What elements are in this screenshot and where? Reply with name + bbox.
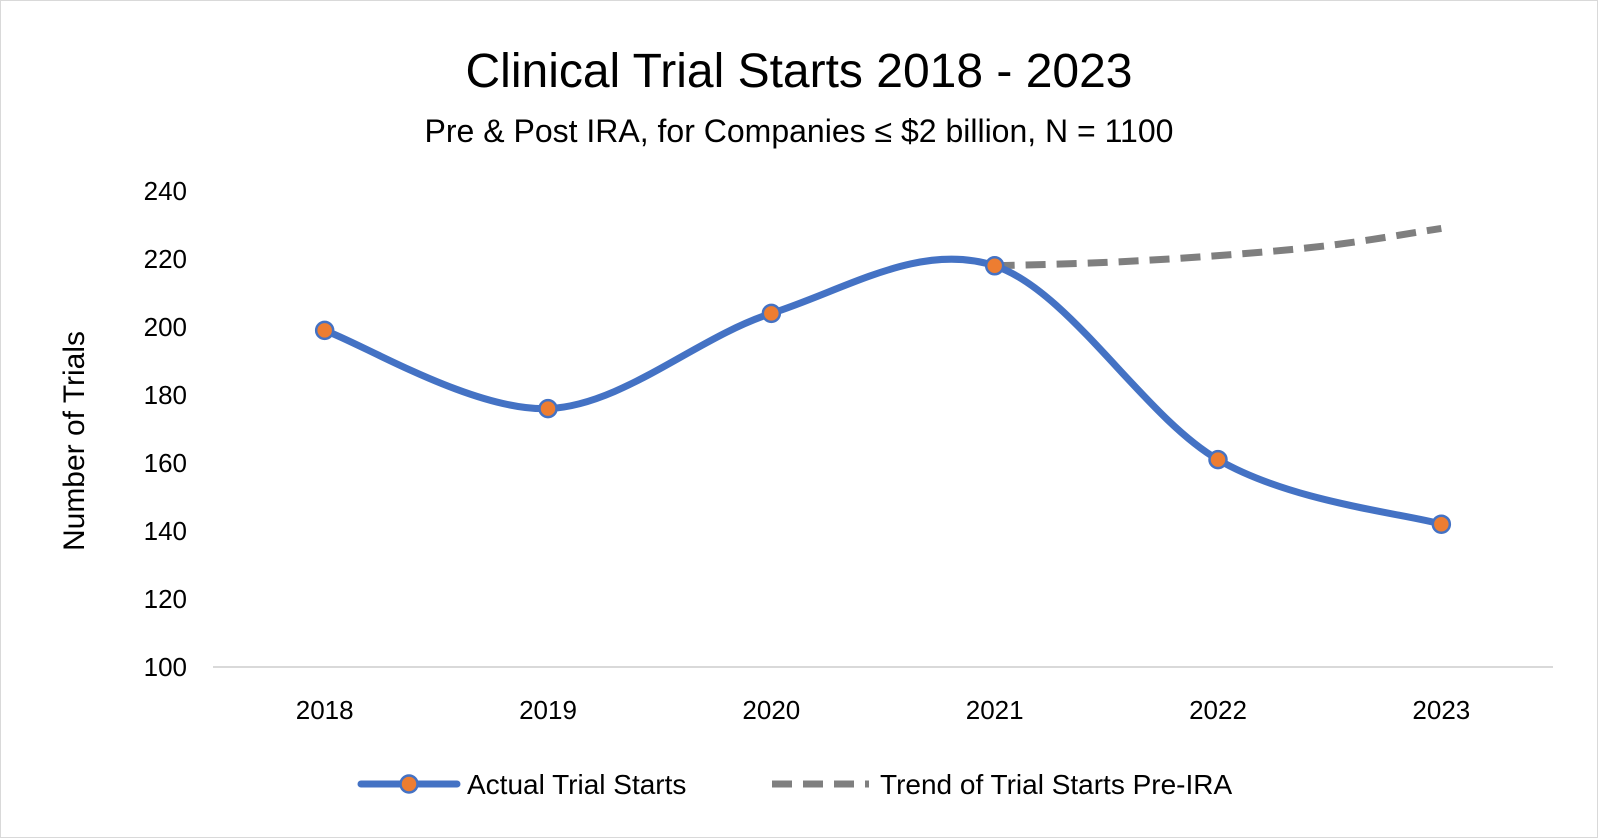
chart-subtitle: Pre & Post IRA, for Companies ≤ $2 billi…	[425, 113, 1174, 149]
actual-data-point-2022	[1208, 449, 1228, 470]
legend-trend-label: Trend of Trial Starts Pre-IRA	[880, 769, 1232, 800]
trend-series-line	[994, 224, 1442, 270]
chart-title: Clinical Trial Starts 2018 - 2023	[466, 45, 1133, 98]
x-tick-label: 2021	[966, 695, 1024, 725]
x-tick-label: 2023	[1412, 695, 1470, 725]
y-tick-label: 180	[144, 380, 187, 410]
legend-actual-label: Actual Trial Starts	[467, 769, 686, 800]
actual-data-point-2019	[538, 398, 558, 419]
x-tick-label: 2020	[742, 695, 800, 725]
actual-data-point-2018	[314, 320, 335, 341]
actual-data-point-2020	[761, 303, 782, 324]
y-tick-label: 160	[144, 448, 187, 478]
x-tick-label: 2019	[519, 695, 577, 725]
y-tick-label: 200	[144, 312, 187, 342]
actual-series-line	[321, 255, 1445, 528]
y-axis-ticks: 100 120 140 160 180 200 220 240	[144, 176, 187, 682]
y-tick-label: 120	[144, 584, 187, 614]
legend: Actual Trial Starts Trend of Trial Start…	[357, 769, 1232, 800]
legend-actual-marker-swatch	[399, 774, 419, 794]
legend-item-actual: Actual Trial Starts	[357, 769, 686, 800]
y-tick-label: 240	[144, 176, 187, 206]
y-tick-label: 140	[144, 516, 187, 546]
x-tick-label: 2022	[1189, 695, 1247, 725]
x-tick-label: 2018	[296, 695, 354, 725]
x-axis-ticks: 2018 2019 2020 2021 2022 2023	[296, 695, 1471, 725]
y-tick-label: 100	[144, 652, 187, 682]
y-axis-label: Number of Trials	[58, 331, 91, 551]
y-tick-label: 220	[144, 244, 187, 274]
actual-data-point-2021	[984, 256, 1005, 276]
legend-item-trend: Trend of Trial Starts Pre-IRA	[772, 769, 1232, 800]
series-layer	[314, 224, 1452, 534]
actual-data-point-2023	[1431, 514, 1452, 534]
